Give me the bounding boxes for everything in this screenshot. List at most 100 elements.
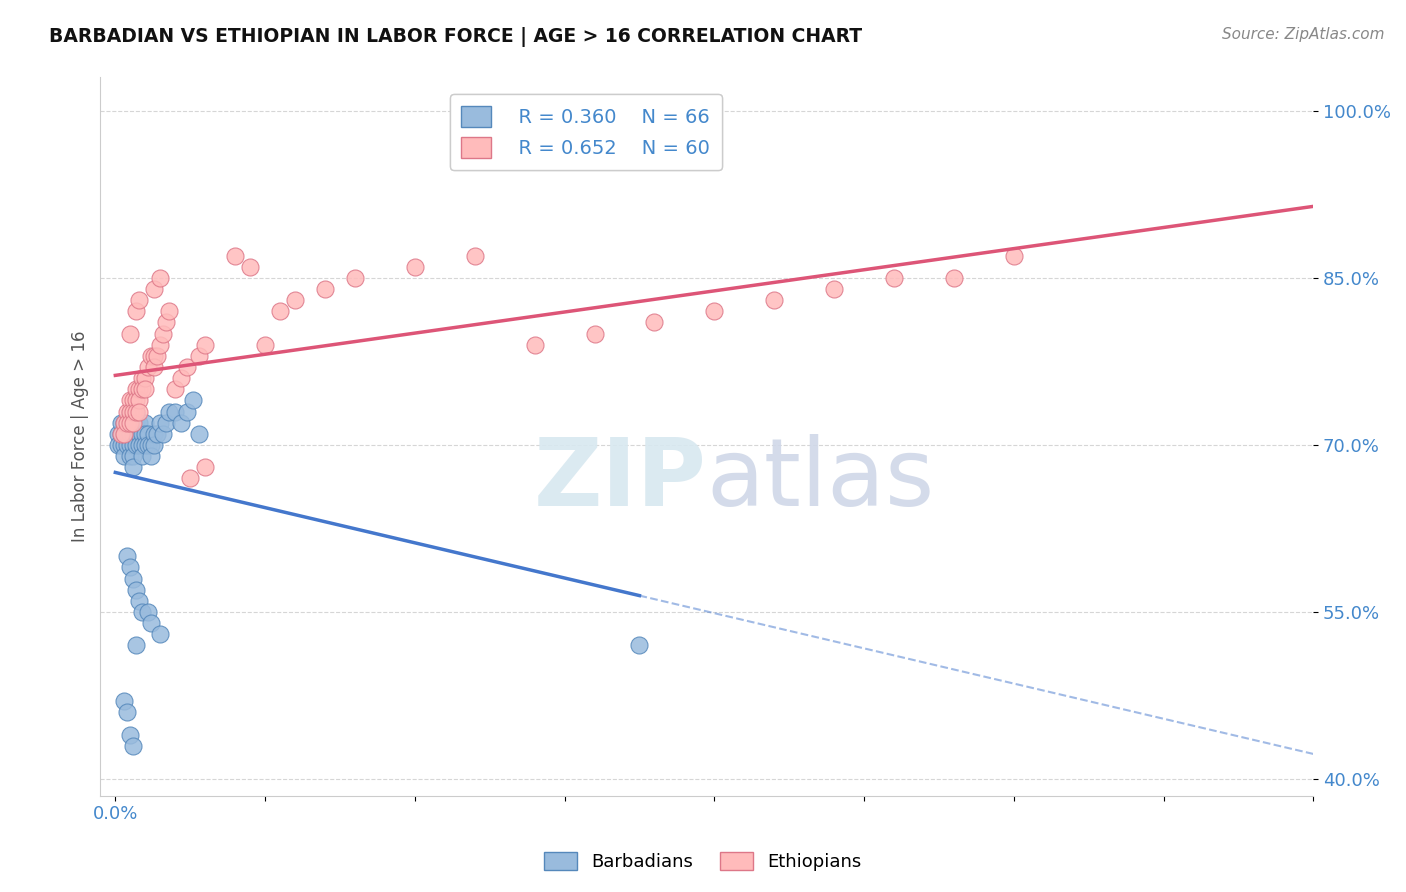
Point	[146, 426, 169, 441]
Point	[131, 382, 153, 396]
Point	[117, 426, 139, 441]
Point	[128, 438, 150, 452]
Point	[224, 249, 246, 263]
Point	[131, 426, 153, 441]
Point	[143, 282, 166, 296]
Point	[284, 293, 307, 308]
Point	[179, 471, 201, 485]
Point	[134, 426, 156, 441]
Point	[120, 326, 142, 341]
Point	[404, 260, 426, 274]
Point	[149, 271, 172, 285]
Point	[188, 349, 211, 363]
Point	[117, 416, 139, 430]
Point	[128, 404, 150, 418]
Point	[112, 426, 135, 441]
Point	[141, 616, 163, 631]
Point	[136, 426, 159, 441]
Point	[131, 449, 153, 463]
Point	[883, 271, 905, 285]
Y-axis label: In Labor Force | Age > 16: In Labor Force | Age > 16	[72, 331, 89, 542]
Point	[170, 371, 193, 385]
Point	[643, 315, 665, 329]
Point	[143, 349, 166, 363]
Point	[1002, 249, 1025, 263]
Point	[110, 438, 132, 452]
Text: atlas: atlas	[707, 434, 935, 525]
Point	[128, 393, 150, 408]
Point	[134, 382, 156, 396]
Point	[152, 426, 174, 441]
Point	[128, 293, 150, 308]
Legend: Barbadians, Ethiopians: Barbadians, Ethiopians	[537, 845, 869, 879]
Point	[125, 426, 148, 441]
Point	[112, 416, 135, 430]
Point	[120, 393, 142, 408]
Point	[942, 271, 965, 285]
Point	[146, 349, 169, 363]
Point	[128, 594, 150, 608]
Point	[120, 438, 142, 452]
Point	[128, 382, 150, 396]
Point	[107, 426, 129, 441]
Point	[149, 416, 172, 430]
Point	[155, 315, 177, 329]
Point	[134, 438, 156, 452]
Text: BARBADIAN VS ETHIOPIAN IN LABOR FORCE | AGE > 16 CORRELATION CHART: BARBADIAN VS ETHIOPIAN IN LABOR FORCE | …	[49, 27, 862, 46]
Point	[125, 639, 148, 653]
Point	[194, 337, 217, 351]
Point	[120, 727, 142, 741]
Point	[125, 404, 148, 418]
Point	[117, 705, 139, 719]
Point	[583, 326, 606, 341]
Point	[149, 627, 172, 641]
Point	[120, 449, 142, 463]
Text: Source: ZipAtlas.com: Source: ZipAtlas.com	[1222, 27, 1385, 42]
Point	[120, 426, 142, 441]
Point	[141, 349, 163, 363]
Point	[823, 282, 845, 296]
Point	[122, 438, 145, 452]
Point	[128, 416, 150, 430]
Point	[143, 426, 166, 441]
Point	[107, 438, 129, 452]
Point	[269, 304, 291, 318]
Legend:   R = 0.360    N = 66,   R = 0.652    N = 60: R = 0.360 N = 66, R = 0.652 N = 60	[450, 95, 721, 169]
Point	[122, 460, 145, 475]
Point	[136, 605, 159, 619]
Point	[122, 393, 145, 408]
Point	[110, 416, 132, 430]
Point	[239, 260, 262, 274]
Point	[254, 337, 277, 351]
Point	[194, 460, 217, 475]
Point	[117, 549, 139, 564]
Point	[136, 438, 159, 452]
Point	[125, 404, 148, 418]
Point	[125, 304, 148, 318]
Point	[128, 426, 150, 441]
Point	[763, 293, 786, 308]
Point	[176, 404, 198, 418]
Point	[125, 582, 148, 597]
Point	[110, 426, 132, 441]
Point	[141, 449, 163, 463]
Point	[131, 371, 153, 385]
Point	[112, 449, 135, 463]
Point	[314, 282, 336, 296]
Point	[122, 404, 145, 418]
Point	[117, 438, 139, 452]
Point	[125, 382, 148, 396]
Point	[165, 404, 187, 418]
Point	[120, 416, 142, 430]
Point	[117, 416, 139, 430]
Point	[112, 416, 135, 430]
Point	[155, 416, 177, 430]
Point	[188, 426, 211, 441]
Point	[143, 359, 166, 374]
Point	[157, 304, 180, 318]
Point	[176, 359, 198, 374]
Point	[143, 438, 166, 452]
Point	[120, 416, 142, 430]
Point	[523, 337, 546, 351]
Point	[122, 416, 145, 430]
